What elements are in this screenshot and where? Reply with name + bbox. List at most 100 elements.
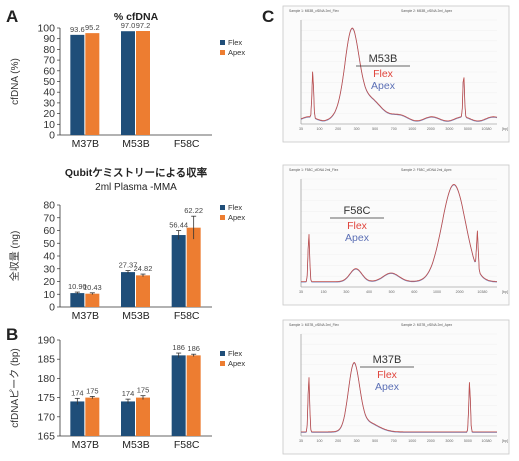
- bar-apex: [136, 397, 150, 436]
- bar-apex: [136, 30, 150, 135]
- y-tick-label: 190: [37, 335, 55, 347]
- trace-x-tick: 100: [317, 127, 323, 131]
- trace-sample-name: M37B: [373, 354, 402, 366]
- y-tick-label: 40: [43, 251, 55, 263]
- trace-header: Sample 1: M37B_cfDNA 2ml_Flex: [289, 323, 339, 327]
- x-tick-label: M37B: [72, 310, 99, 322]
- trace-x-tick: 300: [343, 290, 349, 294]
- y-tick-label: 0: [49, 130, 55, 142]
- trace-x-tick: 700: [391, 127, 397, 131]
- y-tick-label: 90: [43, 33, 55, 45]
- x-tick-label: M53B: [122, 138, 149, 150]
- trace-header: Sample 1: M53B_cfDNA 2ml_Flex: [289, 9, 339, 13]
- data-label: 186: [172, 343, 185, 352]
- chart-qubit-yield: Qubitケミストリーによる収率 2ml Plasma -MMA 010203040…: [8, 166, 245, 322]
- trace-x-tick: 35: [299, 439, 303, 443]
- y-axis-label: cfDNA (%): [10, 58, 21, 105]
- trace-apex-label: Apex: [375, 381, 400, 393]
- bar-apex: [85, 397, 100, 436]
- trace-x-tick: 5000: [464, 127, 472, 131]
- trace-header: Sample 1: F58C_cfDNA 2ml_Flex: [289, 168, 339, 172]
- trace-line-flex: [301, 183, 498, 282]
- trace-x-tick: 3000: [445, 439, 453, 443]
- legend-swatch: [220, 40, 225, 45]
- trace-x-tick: 500: [372, 127, 378, 131]
- data-label: 56.44: [169, 221, 188, 230]
- x-tick-label: F58C: [174, 439, 200, 451]
- data-label: 174: [71, 388, 84, 397]
- trace-x-tick: 35: [299, 127, 303, 131]
- electropherogram-m53b: Sample 1: M53B_cfDNA 2ml_Flex Sample 2: M…: [282, 5, 510, 143]
- trace-x-tick: [bp]: [502, 290, 508, 294]
- chart-subtitle: 2ml Plasma -MMA: [95, 182, 177, 193]
- trace-x-tick: 3000: [445, 127, 453, 131]
- data-label: 97.0: [121, 21, 136, 30]
- bar-apex: [186, 355, 201, 436]
- trace-x-tick: 500: [372, 439, 378, 443]
- x-tick-label: M37B: [72, 439, 99, 451]
- y-tick-label: 80: [43, 200, 55, 212]
- legend-swatch: [220, 205, 225, 210]
- data-label: 174: [122, 389, 135, 398]
- y-tick-label: 30: [43, 263, 55, 275]
- legend-label: Flex: [228, 38, 242, 47]
- legend-label: Flex: [228, 349, 242, 358]
- y-tick-label: 0: [49, 302, 55, 314]
- bar-flex: [70, 401, 85, 436]
- trace-x-tick: 2000: [427, 439, 435, 443]
- y-tick-label: 50: [43, 76, 55, 88]
- trace-x-tick: 200: [335, 439, 341, 443]
- y-tick-label: 30: [43, 97, 55, 109]
- trace-frame: [282, 164, 510, 306]
- trace-x-tick: 600: [411, 290, 417, 294]
- legend-swatch: [220, 215, 225, 220]
- trace-x-tick: 1000: [408, 439, 416, 443]
- data-label: 24.82: [134, 264, 153, 273]
- y-tick-label: 100: [37, 23, 55, 35]
- bar-flex: [171, 355, 186, 436]
- panel-letter-b: B: [6, 325, 18, 344]
- y-tick-label: 50: [43, 238, 55, 250]
- y-tick-label: 60: [43, 65, 55, 77]
- trace-x-tick: [bp]: [502, 439, 508, 443]
- bar-apex: [136, 275, 150, 307]
- x-tick-label: M53B: [122, 439, 149, 451]
- x-tick-label: F58C: [174, 310, 200, 322]
- chart-title: % cfDNA: [114, 11, 159, 23]
- legend-label: Flex: [228, 203, 242, 212]
- data-label: 175: [86, 386, 99, 395]
- trace-x-tick: 300: [354, 439, 360, 443]
- bar-flex: [121, 401, 135, 436]
- trace-x-tick: 150: [321, 290, 327, 294]
- y-tick-label: 80: [43, 44, 55, 56]
- y-tick-label: 10: [43, 119, 55, 131]
- data-label: 97.2: [136, 21, 151, 30]
- data-label: 27.37: [119, 261, 138, 270]
- trace-x-tick: 2000: [427, 127, 435, 131]
- bar-apex: [186, 227, 201, 307]
- trace-x-tick: 2000: [456, 290, 464, 294]
- data-label: 95.2: [85, 23, 100, 32]
- y-tick-label: 165: [37, 431, 55, 443]
- bar-flex: [171, 235, 186, 307]
- y-tick-label: 20: [43, 276, 55, 288]
- electropherogram-m37b: Sample 1: M37B_cfDNA 2ml_Flex Sample 2: M…: [282, 319, 510, 455]
- y-tick-label: 40: [43, 87, 55, 99]
- trace-x-tick: 100: [317, 439, 323, 443]
- data-label: 93.6: [70, 25, 85, 34]
- trace-x-tick: 10380: [477, 290, 487, 294]
- trace-x-tick: 400: [366, 290, 372, 294]
- trace-line-apex: [301, 362, 497, 433]
- y-tick-label: 180: [37, 373, 55, 385]
- trace-x-tick: 700: [391, 439, 397, 443]
- y-tick-label: 70: [43, 212, 55, 224]
- y-tick-label: 175: [37, 392, 55, 404]
- trace-x-tick: [bp]: [502, 127, 508, 131]
- electropherogram-f58c: Sample 1: F58C_cfDNA 2ml_Flex Sample 2: F…: [282, 164, 510, 306]
- trace-x-tick: 200: [335, 127, 341, 131]
- data-label: 62.22: [184, 206, 203, 215]
- y-tick-label: 10: [43, 289, 55, 301]
- legend-swatch: [220, 50, 225, 55]
- trace-flex-label: Flex: [377, 369, 398, 381]
